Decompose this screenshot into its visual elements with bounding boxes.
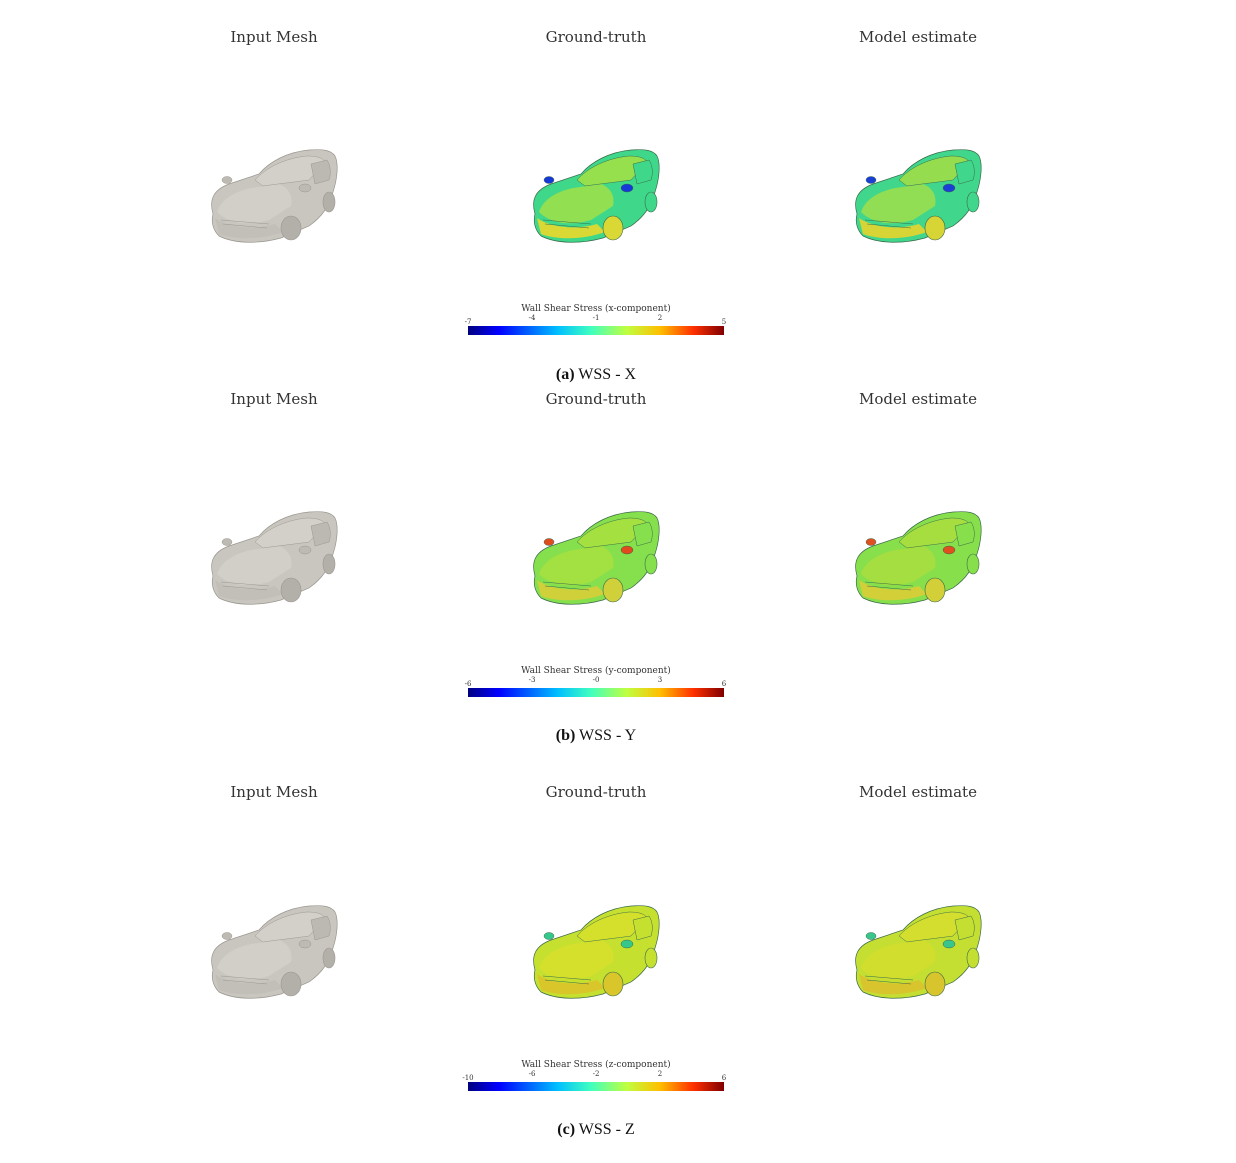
column-title: Input Mesh <box>230 28 318 46</box>
subfigure-caption-text: WSS - X <box>574 366 637 383</box>
colorbar-tick-label: -1 <box>592 314 600 322</box>
colorbar-title: Wall Shear Stress (z-component) <box>521 1060 671 1070</box>
ground-truth-render <box>521 140 671 250</box>
colorbar-tick-label: 5 <box>721 318 727 326</box>
colorbar-tick-label: -6 <box>464 680 472 688</box>
column-title: Ground-truth <box>545 783 647 801</box>
colorbar-tick-label: 6 <box>721 680 727 688</box>
input-mesh-render <box>199 896 349 1006</box>
column-title: Model estimate <box>859 390 977 408</box>
colorbar-gradient <box>468 326 724 335</box>
subfigure-label: (c) <box>557 1121 576 1138</box>
column-title: Ground-truth <box>545 390 647 408</box>
subfigure-caption-text: WSS - Z <box>575 1121 635 1138</box>
model-estimate-render <box>843 140 993 250</box>
model-estimate-render <box>843 896 993 1006</box>
column-title: Input Mesh <box>230 783 318 801</box>
column-title: Model estimate <box>859 783 977 801</box>
column-title: Ground-truth <box>545 28 647 46</box>
model-estimate-render <box>843 502 993 612</box>
colorbar-tick-label: -3 <box>528 676 536 684</box>
colorbar-tick-label: -10 <box>462 1074 474 1082</box>
input-mesh-render <box>199 502 349 612</box>
colorbar-tick-label: -2 <box>592 1070 600 1078</box>
colorbar-title: Wall Shear Stress (x-component) <box>521 304 671 314</box>
subfigure-caption-text: WSS - Y <box>575 727 637 744</box>
ground-truth-render <box>521 502 671 612</box>
colorbar-gradient <box>468 688 724 697</box>
colorbar-tick-label: -6 <box>528 1070 536 1078</box>
colorbar-tick-label: 2 <box>657 314 663 322</box>
ground-truth-render <box>521 896 671 1006</box>
colorbar-tick-label: 6 <box>721 1074 727 1082</box>
colorbar-gradient <box>468 1082 724 1091</box>
colorbar-tick-label: -7 <box>464 318 472 326</box>
colorbar-tick-label: 3 <box>657 676 663 684</box>
column-title: Input Mesh <box>230 390 318 408</box>
subfigure-caption: (c) WSS - Z <box>557 1121 634 1139</box>
subfigure-label: (b) <box>555 727 576 744</box>
subfigure-caption: (a) WSS - X <box>556 366 636 384</box>
column-title: Model estimate <box>859 28 977 46</box>
colorbar-tick-label: 2 <box>657 1070 663 1078</box>
subfigure-label: (a) <box>555 366 575 383</box>
input-mesh-render <box>199 140 349 250</box>
colorbar-title: Wall Shear Stress (y-component) <box>521 666 671 676</box>
subfigure-caption: (b) WSS - Y <box>556 727 636 745</box>
colorbar-tick-label: -0 <box>592 676 600 684</box>
colorbar-tick-label: -4 <box>528 314 536 322</box>
